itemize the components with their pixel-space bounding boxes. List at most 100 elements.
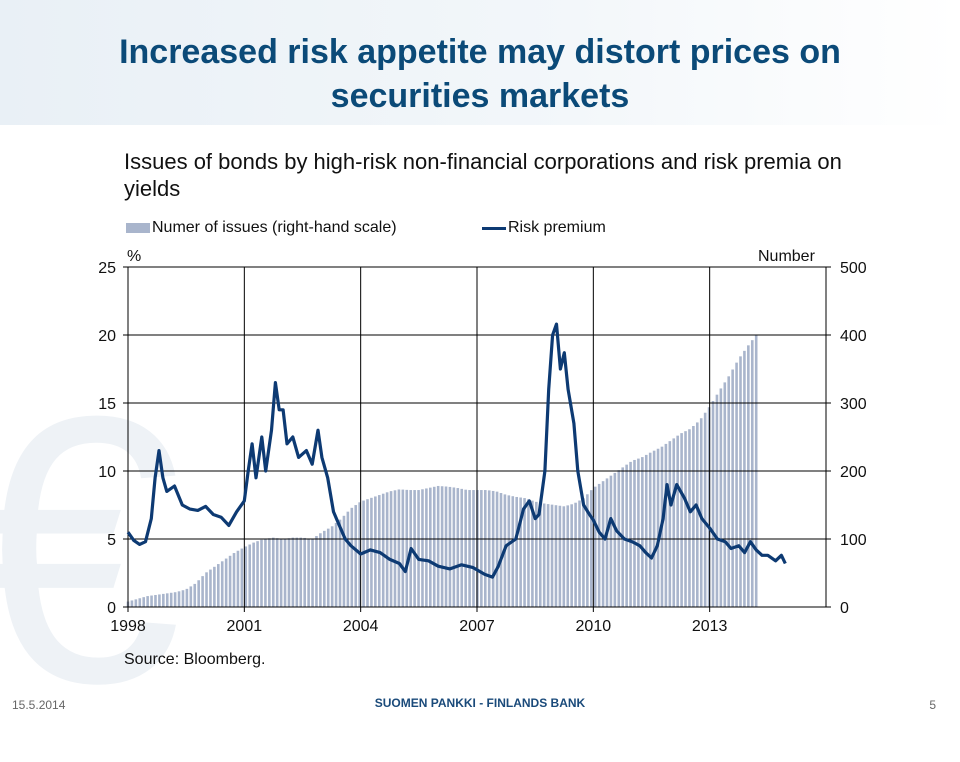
- bar-issues: [609, 475, 613, 607]
- bar-issues: [275, 538, 279, 607]
- bar-issues: [401, 489, 405, 607]
- bar-issues: [405, 489, 409, 607]
- x-tick-label: 2004: [343, 618, 379, 635]
- right-axis-unit: Number: [758, 248, 815, 265]
- bar-issues: [519, 497, 522, 607]
- bar-issues: [252, 542, 255, 607]
- chart-svg: 0 5 10 15 20 25 0 100 200 300 400 500 1998 2001 2004 20…: [98, 260, 867, 635]
- bar-issues: [389, 491, 393, 607]
- bar-issues: [295, 537, 299, 607]
- bar-issues: [554, 505, 558, 607]
- bar-issues: [425, 488, 428, 607]
- bar-issues: [197, 580, 200, 607]
- bar-issues: [656, 448, 660, 607]
- bar-issues: [464, 489, 467, 607]
- bar-issues: [507, 495, 511, 607]
- bar-issues: [511, 496, 515, 607]
- bar-issues: [205, 572, 208, 607]
- bar-issues: [523, 498, 526, 607]
- bar-issues: [162, 593, 165, 607]
- bar-issues: [264, 538, 267, 607]
- bar-issues: [256, 541, 259, 607]
- legend-item-risk-premium: Risk premium: [482, 219, 606, 237]
- bar-issues: [283, 538, 287, 607]
- bar-issues: [527, 499, 530, 607]
- bar-issues: [134, 599, 138, 607]
- bar-issues: [668, 441, 672, 607]
- bar-issues: [570, 504, 573, 607]
- bar-issues: [346, 511, 350, 607]
- bar-issues: [354, 505, 358, 607]
- bar-issues: [311, 538, 314, 607]
- bar-issues: [448, 486, 452, 607]
- bar-issues: [589, 490, 593, 607]
- bar-issues: [652, 450, 656, 607]
- bar-issues: [578, 500, 581, 607]
- bar-issues: [209, 569, 212, 607]
- bar-issues: [546, 504, 550, 607]
- bar-issues: [747, 345, 750, 607]
- bar-issues: [487, 490, 491, 607]
- bar-issues: [240, 548, 244, 607]
- bar-issues: [558, 505, 562, 607]
- page-number: 5: [929, 698, 936, 712]
- bar-issues: [315, 536, 318, 607]
- right-tick-label: 400: [840, 328, 867, 345]
- bar-issues: [397, 489, 401, 607]
- bar-issues: [323, 530, 326, 607]
- legend-label-risk-premium: Risk premium: [508, 219, 606, 236]
- bar-issues: [279, 538, 283, 607]
- bar-issues: [648, 452, 652, 607]
- bar-issues: [393, 490, 397, 607]
- bar-issues: [601, 481, 605, 607]
- right-tick-label: 300: [840, 396, 867, 413]
- bar-issues: [452, 487, 456, 607]
- bar-issues: [436, 485, 440, 607]
- bar-issues: [460, 488, 464, 607]
- bar-issues: [201, 576, 204, 607]
- bar-issues: [370, 497, 373, 607]
- x-tick-label: 2001: [227, 618, 263, 635]
- bar-issues: [582, 498, 585, 607]
- bar-issues: [169, 592, 173, 607]
- bar-issues: [562, 506, 566, 607]
- bar-issues: [189, 586, 193, 607]
- bar-issues: [142, 597, 146, 607]
- bar-issues: [684, 431, 687, 607]
- bar-issues: [538, 502, 542, 607]
- bar-issues: [480, 490, 483, 607]
- x-tick-label: 2010: [576, 618, 612, 635]
- bar-issues: [574, 502, 577, 607]
- bar-issues: [440, 486, 444, 607]
- bar-issues: [165, 593, 169, 607]
- bar-issues: [719, 388, 723, 607]
- slide-title: Increased risk appetite may distort pric…: [119, 33, 841, 115]
- bar-issues: [743, 350, 746, 607]
- bar-issues: [385, 492, 389, 607]
- bar-issues: [444, 486, 448, 607]
- right-tick-label: 500: [840, 260, 867, 277]
- bar-issues: [535, 501, 538, 607]
- bar-issues: [146, 596, 149, 607]
- bar-issues: [154, 594, 157, 607]
- x-tick-label: 2007: [459, 618, 495, 635]
- right-tick-label: 200: [840, 464, 867, 481]
- bar-issues: [248, 544, 252, 607]
- left-tick-label: 15: [98, 396, 116, 413]
- bar-issues: [707, 407, 711, 607]
- bar-issues: [150, 595, 153, 607]
- bar-issues: [432, 486, 436, 607]
- bar-issues: [417, 490, 420, 607]
- euro-watermark-icon: €: [0, 337, 182, 762]
- bar-issues: [468, 490, 471, 607]
- bar-issues: [472, 490, 475, 607]
- bar-issues: [193, 583, 197, 607]
- footer-date: 15.5.2014: [12, 698, 66, 712]
- legend-swatch-line: [482, 226, 506, 230]
- left-tick-label: 0: [107, 600, 116, 617]
- bar-issues: [185, 588, 189, 607]
- chart-title: Issues of bonds by high-risk non-financi…: [124, 149, 842, 201]
- bar-issues: [723, 382, 727, 607]
- bar-issues: [342, 515, 346, 607]
- left-tick-label: 20: [98, 328, 116, 345]
